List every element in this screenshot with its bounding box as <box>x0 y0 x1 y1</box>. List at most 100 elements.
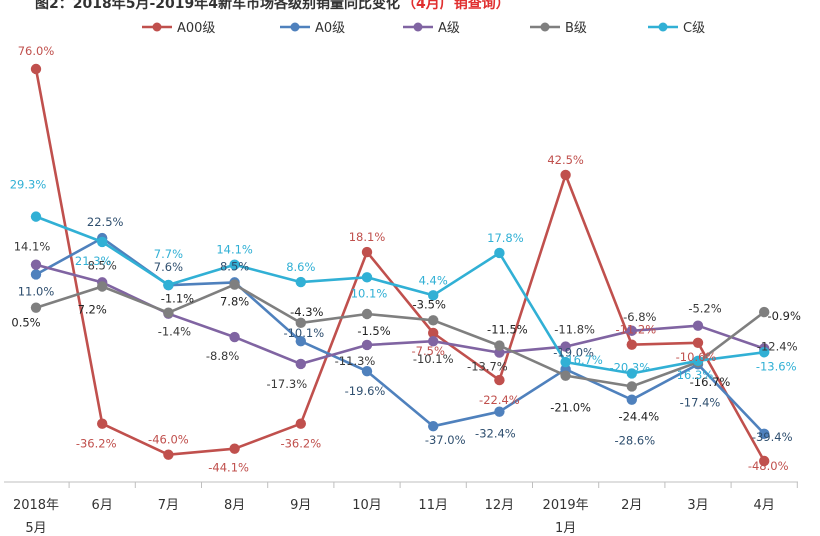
data-label: -8.8% <box>206 349 239 363</box>
data-label: -10.1% <box>283 326 324 340</box>
x-tick-label: 11月 <box>418 498 448 513</box>
x-tick-label: 9月 <box>290 498 311 513</box>
data-label: 29.3% <box>10 178 47 192</box>
data-label: -44.1% <box>208 461 249 475</box>
data-point <box>626 381 637 392</box>
data-label: -5.2% <box>688 302 721 316</box>
data-label: -11.8% <box>554 323 595 337</box>
legend-marker <box>152 22 162 32</box>
legend-label: A级 <box>438 21 460 36</box>
data-label: -21.0% <box>550 401 591 415</box>
series <box>30 232 770 440</box>
data-point <box>97 281 108 292</box>
data-label: 16.7% <box>566 353 603 367</box>
data-label: 0.5% <box>11 316 40 330</box>
x-tick-label: 4月 <box>754 498 775 513</box>
data-point <box>163 307 174 318</box>
series-line <box>35 283 765 388</box>
data-label: -24.4% <box>618 409 659 423</box>
data-label: -48.0% <box>748 459 789 473</box>
legend-item: A00级 <box>142 21 215 36</box>
data-label: 8.6% <box>286 260 315 274</box>
data-label: -13.6% <box>756 359 797 373</box>
series <box>30 259 770 370</box>
legend: A00级 A0级 A级 B级 C级 <box>142 21 705 36</box>
data-label: -10.6% <box>676 350 717 364</box>
data-label: -36.2% <box>280 437 321 451</box>
data-point <box>494 340 505 351</box>
data-label: 7.6% <box>154 260 183 274</box>
data-labels: 76.0%-36.2% -46.0%-44.1%-36.2%18.1%-7.5%-… <box>10 44 801 475</box>
data-point <box>560 356 571 368</box>
data-point <box>97 236 108 248</box>
legend-label: B级 <box>565 21 587 36</box>
series-group <box>30 63 770 467</box>
data-label: -22.4% <box>479 393 520 407</box>
legend-label: A0级 <box>315 21 345 36</box>
x-tick-label: 10月 <box>352 498 382 513</box>
data-label: -1.4% <box>158 325 191 339</box>
data-label: -11.5% <box>487 323 528 337</box>
data-point <box>692 355 704 366</box>
data-label: -28.6% <box>614 434 655 448</box>
data-point <box>229 331 240 343</box>
data-point <box>361 272 373 283</box>
data-point <box>30 302 42 313</box>
data-label: -7.5% <box>412 344 445 358</box>
x-tick-label: 12月 <box>485 498 515 513</box>
data-label: 7.2% <box>78 302 107 316</box>
data-point <box>759 455 770 467</box>
data-point <box>361 339 373 351</box>
data-point <box>30 269 42 280</box>
x-tick-label: 1月 <box>555 521 576 536</box>
data-label: 42.5% <box>547 153 584 167</box>
data-point <box>692 337 704 348</box>
data-label: 8.5% <box>88 258 117 272</box>
data-label: -4.3% <box>290 305 323 319</box>
chart-title-note: （4月广销查询） <box>402 0 510 12</box>
data-label: 10.1% <box>351 286 388 300</box>
data-label: -0.9% <box>768 309 801 323</box>
data-label: 8.5% <box>220 259 249 273</box>
series-line <box>35 215 765 375</box>
legend-marker <box>413 22 423 32</box>
data-label: 21.3% <box>75 254 112 268</box>
data-label: -37.0% <box>425 433 466 447</box>
data-label: -19.0% <box>553 345 594 359</box>
data-label: -1.1% <box>161 292 194 306</box>
data-point <box>428 327 439 339</box>
x-tick-label: 7月 <box>158 498 179 513</box>
data-label: 22.5% <box>87 215 124 229</box>
data-label: -46.0% <box>148 433 189 447</box>
chart-title: 图2：2018年5月-2019年4新车市场各级别销量同比变化 （4月广销查询） <box>35 0 510 12</box>
data-label: -12.4% <box>757 339 798 353</box>
data-point <box>163 449 174 460</box>
data-point <box>494 374 505 386</box>
x-tick-label: 2018年 <box>13 498 59 513</box>
data-point <box>494 406 505 417</box>
data-point <box>428 335 439 347</box>
chart-title-text: 图2：2018年5月-2019年4新车市场各级别销量同比变化 <box>35 0 400 12</box>
data-point <box>361 366 373 377</box>
data-label: 76.0% <box>18 44 55 58</box>
data-point <box>560 169 571 181</box>
data-point <box>626 339 637 350</box>
data-point <box>428 421 439 432</box>
data-point <box>759 306 770 318</box>
data-label: 7.7% <box>154 247 183 261</box>
series-line <box>34 68 766 462</box>
series <box>30 211 770 379</box>
data-point <box>626 394 637 405</box>
data-label: -19.6% <box>345 384 386 398</box>
data-label: 7.8% <box>220 295 249 309</box>
data-point <box>428 315 439 326</box>
data-point <box>560 341 571 352</box>
data-point <box>428 290 439 301</box>
data-point <box>494 247 505 259</box>
data-label: -6.8% <box>623 310 656 324</box>
data-point <box>626 325 637 336</box>
x-axis: 2018年 5月 6月 7月 8月 9月 10月 11月 12月 2019年 1月 2月 3月 4月 <box>4 481 798 536</box>
data-point <box>295 317 306 329</box>
data-label: -11.2% <box>615 323 656 337</box>
